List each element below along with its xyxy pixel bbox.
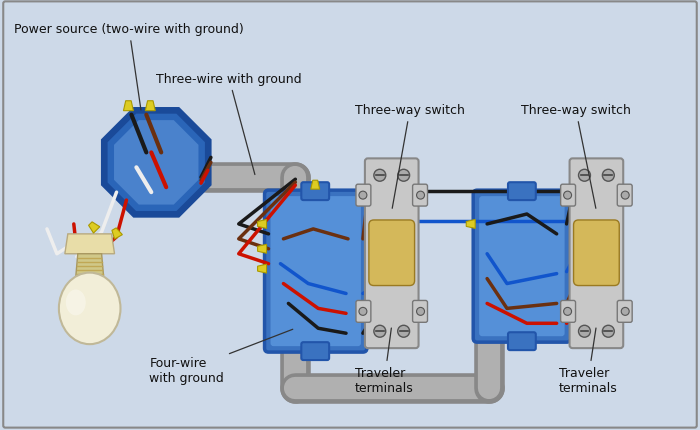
Circle shape (621, 308, 629, 316)
Circle shape (621, 192, 629, 200)
Polygon shape (258, 245, 267, 254)
FancyBboxPatch shape (412, 301, 428, 322)
Circle shape (603, 326, 615, 338)
Circle shape (564, 192, 572, 200)
Circle shape (416, 308, 424, 316)
FancyBboxPatch shape (473, 191, 570, 342)
FancyBboxPatch shape (356, 301, 371, 322)
Text: Power source (two-wire with ground): Power source (two-wire with ground) (14, 23, 244, 111)
FancyBboxPatch shape (570, 159, 623, 348)
FancyBboxPatch shape (508, 332, 536, 350)
Text: Three-way switch: Three-way switch (355, 104, 465, 209)
Polygon shape (123, 101, 134, 111)
Ellipse shape (59, 273, 120, 344)
Circle shape (578, 170, 590, 182)
Polygon shape (114, 121, 199, 205)
FancyBboxPatch shape (301, 183, 329, 201)
Text: Traveler
terminals: Traveler terminals (355, 328, 414, 394)
Polygon shape (311, 181, 320, 190)
FancyBboxPatch shape (508, 183, 536, 201)
Polygon shape (89, 222, 100, 233)
Polygon shape (112, 228, 122, 240)
FancyBboxPatch shape (561, 301, 575, 322)
Circle shape (374, 326, 386, 338)
Circle shape (603, 170, 615, 182)
Text: Traveler
terminals: Traveler terminals (559, 328, 617, 394)
Text: Three-wire with ground: Three-wire with ground (156, 73, 302, 175)
Circle shape (374, 170, 386, 182)
FancyBboxPatch shape (301, 342, 329, 360)
FancyBboxPatch shape (265, 191, 367, 352)
FancyBboxPatch shape (480, 197, 565, 336)
Circle shape (398, 170, 410, 182)
Circle shape (578, 326, 590, 338)
FancyBboxPatch shape (356, 185, 371, 206)
FancyBboxPatch shape (270, 197, 361, 346)
FancyBboxPatch shape (369, 221, 414, 286)
Circle shape (564, 308, 572, 316)
Circle shape (359, 192, 367, 200)
Circle shape (416, 192, 424, 200)
Polygon shape (258, 220, 267, 229)
Text: Three-way switch: Three-way switch (521, 104, 631, 209)
FancyBboxPatch shape (617, 301, 632, 322)
FancyBboxPatch shape (561, 185, 575, 206)
Polygon shape (146, 101, 155, 111)
Circle shape (398, 326, 410, 338)
FancyBboxPatch shape (365, 159, 419, 348)
Text: Four-wire
with ground: Four-wire with ground (149, 329, 293, 384)
Polygon shape (258, 264, 267, 273)
FancyBboxPatch shape (4, 3, 696, 427)
Polygon shape (65, 234, 115, 254)
FancyBboxPatch shape (573, 221, 620, 286)
Circle shape (359, 308, 367, 316)
Polygon shape (103, 110, 209, 216)
Polygon shape (108, 114, 205, 212)
FancyBboxPatch shape (412, 185, 428, 206)
FancyBboxPatch shape (617, 185, 632, 206)
Polygon shape (76, 254, 104, 277)
Ellipse shape (66, 290, 85, 316)
Polygon shape (466, 220, 475, 229)
